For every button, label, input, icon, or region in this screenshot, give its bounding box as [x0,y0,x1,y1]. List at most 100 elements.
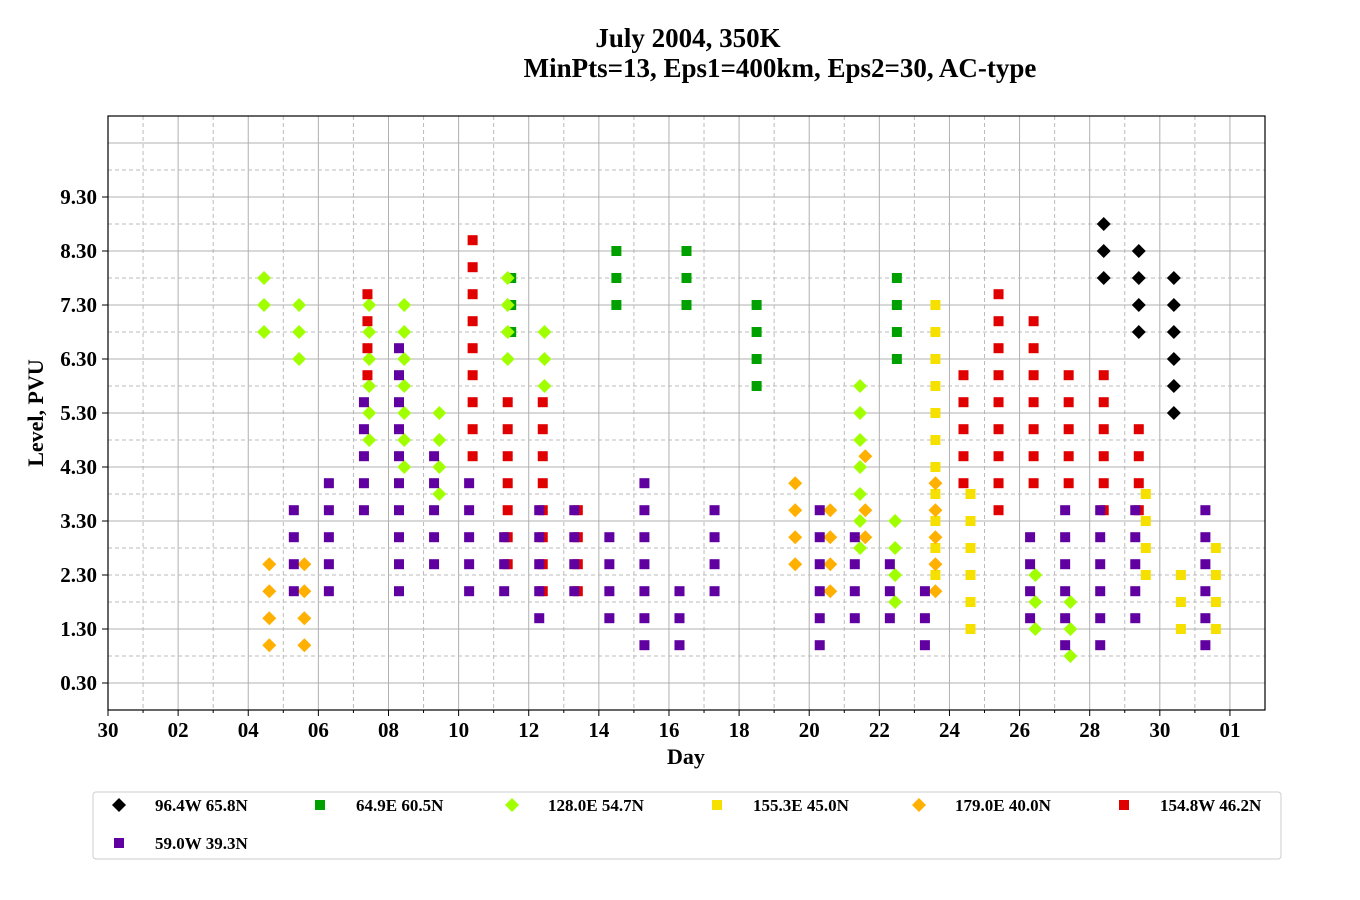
data-point [823,503,838,518]
data-point [464,532,475,543]
data-point [823,584,838,599]
data-point [891,300,902,310]
y-tick-label: 4.30 [60,455,97,479]
data-point [1210,624,1221,634]
data-point [467,235,478,246]
data-point [534,559,545,570]
data-point [288,532,299,543]
data-point [681,300,692,310]
data-point [1063,397,1074,408]
legend: 96.4W 65.8N 64.9E 60.5N 128.0E 54.7N 155.3E… [112,796,1262,853]
data-point [1063,370,1074,381]
data-point [323,478,334,489]
data-point [751,354,762,364]
data-point [958,478,969,489]
data-point [1063,622,1078,636]
y-tick-label: 5.30 [60,401,97,425]
data-point [930,489,941,499]
data-point [502,505,513,516]
legend-label: 155.3E 45.0N [753,796,850,815]
data-point [362,316,373,327]
data-point [888,514,903,528]
data-point [1096,244,1111,258]
data-point [502,397,513,408]
data-point [993,289,1004,300]
data-point [467,316,478,327]
data-point [500,352,515,366]
data-point [611,246,622,256]
data-point [429,532,440,543]
data-point [394,505,405,516]
data-point [1133,424,1144,435]
y-tick-label: 2.30 [60,563,97,587]
legend-item: 59.0W 39.3N [114,834,248,853]
data-point [292,298,307,312]
data-point [709,505,720,516]
data-point [1025,586,1036,597]
data-point [930,327,941,337]
data-point [884,613,895,624]
legend-label: 179.0E 40.0N [955,796,1052,815]
data-point [965,570,976,580]
data-point [397,460,412,474]
data-point [1028,343,1039,354]
legend-marker [112,798,126,812]
data-point [709,586,720,597]
data-point [1028,451,1039,462]
data-point [965,543,976,553]
y-axis-label: Level, PVU [23,359,48,467]
legend-label: 64.9E 60.5N [356,796,444,815]
x-tick-label: 04 [238,718,260,742]
data-point [958,451,969,462]
data-point [467,370,478,381]
data-point [965,624,976,634]
data-point [257,298,272,312]
data-point [1098,397,1109,408]
legend-marker [912,798,926,812]
data-point [1166,352,1181,366]
data-point [1095,586,1106,597]
data-point [604,559,615,570]
data-point [1063,451,1074,462]
data-point [993,316,1004,327]
data-point [1210,597,1221,607]
data-point [1028,397,1039,408]
data-point [1140,570,1151,580]
data-point [639,586,650,597]
x-tick-label: 06 [308,718,329,742]
data-point [928,530,943,545]
data-point [323,505,334,516]
data-point [362,325,377,339]
legend-marker [505,798,519,812]
data-point [1098,451,1109,462]
data-point [814,559,825,570]
data-point [853,487,868,501]
data-point [297,638,312,653]
data-point [362,406,377,420]
data-point [534,505,545,516]
data-point [1140,543,1151,553]
data-point [993,478,1004,489]
legend-box [92,791,1282,860]
data-point [537,424,548,435]
data-point [930,354,941,364]
x-tick-label: 30 [1149,718,1170,742]
data-point [257,325,272,339]
data-point [639,559,650,570]
data-point [297,584,312,599]
data-point [1098,370,1109,381]
data-point [751,300,762,310]
grid-lines [108,116,1265,710]
x-tick-label: 18 [729,718,750,742]
data-point [467,397,478,408]
data-point [464,559,475,570]
data-point [394,424,405,435]
data-point [1175,597,1186,607]
data-point [297,611,312,626]
data-point [1096,271,1111,285]
y-tick-label: 6.30 [60,347,97,371]
data-point [432,487,447,501]
data-point [853,433,868,447]
x-tick-label: 08 [378,718,399,742]
data-point [358,397,369,408]
